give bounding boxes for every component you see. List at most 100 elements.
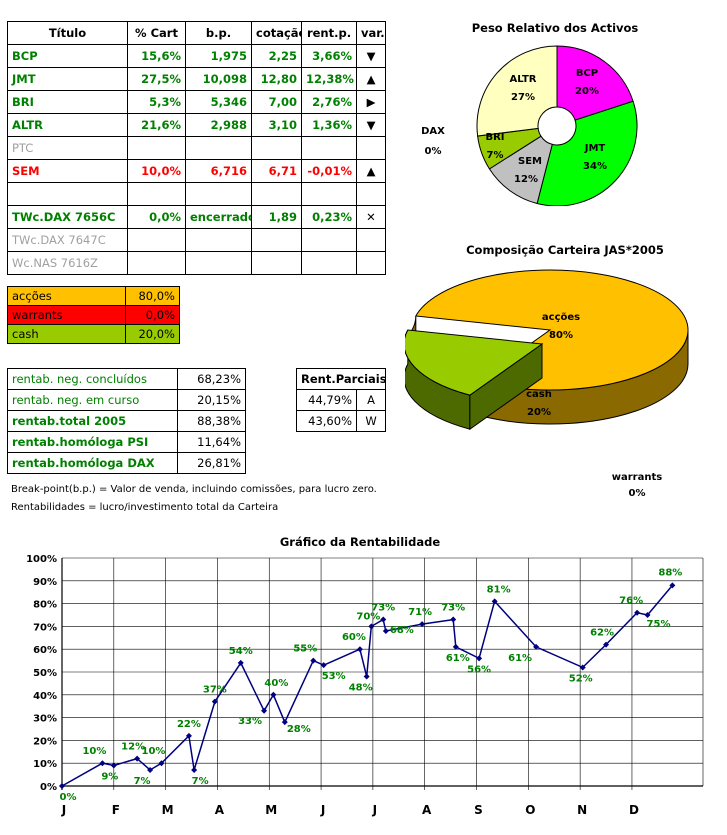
holding-rent-cell	[301, 228, 357, 252]
pie2-label-cash: cash	[526, 389, 552, 400]
data-point	[320, 662, 327, 669]
data-label: 12%	[121, 742, 145, 753]
holding-cart-cell	[127, 136, 186, 160]
holding-cotacao-cell	[251, 136, 302, 160]
holding-cart-cell: 27,5%	[127, 67, 186, 91]
header-cell: b.p.	[185, 21, 252, 45]
holding-row: TWc.DAX 7656C 0,0% encerrado 1,89 0,23% ✕	[7, 205, 386, 229]
holding-titulo-cell: TWc.DAX 7647C	[7, 228, 128, 252]
holding-row: BCP 15,6% 1,975 2,25 3,66% ▼	[7, 44, 386, 68]
data-label: 37%	[203, 685, 227, 696]
data-label: 88%	[658, 567, 682, 578]
holding-rent-cell: 12,38%	[301, 67, 357, 91]
allocation-table: acções 80,0% warrants 0,0% cash 20,0%	[7, 286, 180, 344]
data-label: 7%	[192, 776, 209, 787]
pie1-slice-jmt	[536, 100, 638, 206]
data-point	[310, 657, 317, 664]
partials-label: W	[355, 410, 387, 432]
x-tick-label: A	[215, 803, 225, 817]
holding-rent-cell: 0,23%	[301, 205, 357, 229]
holding-cotacao-cell: 3,10	[251, 113, 302, 137]
returns-row: rentab.homóloga PSI 11,64%	[7, 431, 246, 453]
y-tick-label: 50%	[33, 668, 57, 679]
allocation-label: warrants	[7, 305, 126, 325]
data-label: 62%	[590, 628, 614, 639]
data-point	[380, 616, 387, 623]
holding-cart-cell: 21,6%	[127, 113, 186, 137]
partials-table: Rent.Parciais 44,79% A 43,60% W	[295, 368, 387, 432]
holding-bp-cell: 1,975	[185, 44, 252, 68]
holding-row: SEM 10,0% 6,716 6,71 -0,01% ▲	[7, 159, 386, 183]
data-point	[476, 655, 483, 662]
data-point	[134, 755, 141, 762]
pie-composicao-carteira: acções 80% cash 20% warrants 0%	[405, 269, 689, 499]
holding-rent-cell: 1,36%	[301, 113, 357, 137]
returns-row: rentab.homóloga DAX 26,81%	[7, 452, 246, 474]
x-tick-label: F	[112, 803, 120, 817]
data-point	[110, 762, 117, 769]
holding-rent-cell	[301, 182, 357, 206]
y-tick-label: 60%	[33, 645, 57, 656]
data-label: 40%	[264, 678, 288, 689]
partials-label: A	[355, 389, 387, 411]
holding-titulo-cell: ALTR	[7, 113, 128, 137]
allocation-label: acções	[7, 286, 126, 306]
data-point	[281, 719, 288, 726]
pie1-value-sem: 12%	[514, 174, 538, 185]
pie1-slice-sem	[488, 135, 553, 205]
y-tick-label: 80%	[33, 600, 57, 611]
header-cell: % Cart	[127, 21, 186, 45]
holding-cart-cell: 5,3%	[127, 90, 186, 114]
holding-rent-cell	[301, 136, 357, 160]
data-point	[450, 616, 457, 623]
holding-row: JMT 27,5% 10,098 12,80 12,38% ▲	[7, 67, 386, 91]
holding-var-cell	[356, 182, 386, 206]
holding-row: Wc.NAS 7616Z	[7, 251, 386, 275]
holding-row: PTC	[7, 136, 386, 160]
data-label: 73%	[371, 603, 395, 614]
data-label: 76%	[619, 596, 643, 607]
partials-title: Rent.Parciais	[295, 368, 387, 390]
holding-rent-cell: -0,01%	[301, 159, 357, 183]
data-label: 22%	[177, 719, 201, 730]
returns-value: 68,23%	[177, 368, 246, 390]
x-tick-label: S	[474, 803, 483, 817]
pie1-label-bri: BRI	[485, 132, 504, 143]
x-tick-label: J	[61, 803, 66, 817]
holding-var-cell: ▲	[356, 67, 386, 91]
data-point	[452, 643, 459, 650]
x-tick-label: M	[162, 803, 174, 817]
pie1-value-altr: 27%	[511, 92, 535, 103]
x-tick-label: N	[577, 803, 587, 817]
holding-cotacao-cell: 6,71	[251, 159, 302, 183]
data-point	[491, 598, 498, 605]
x-tick-label: A	[422, 803, 432, 817]
data-point	[368, 623, 375, 630]
data-label: 48%	[349, 683, 373, 694]
returns-label: rentab.total 2005	[7, 410, 178, 432]
data-point	[634, 609, 641, 616]
holding-var-cell: ▼	[356, 44, 386, 68]
holding-row: BRI 5,3% 5,346 7,00 2,76% ▶	[7, 90, 386, 114]
data-label: 54%	[229, 646, 253, 657]
data-label: 61%	[446, 653, 470, 664]
holding-titulo-cell	[7, 182, 128, 206]
x-tick-label: D	[629, 803, 639, 817]
data-point	[382, 627, 389, 634]
data-point	[147, 767, 154, 774]
data-label: 9%	[101, 771, 118, 782]
allocation-row: cash 20,0%	[7, 324, 180, 344]
data-label: 55%	[293, 644, 317, 655]
pie1-value-dax: 0%	[425, 146, 442, 157]
data-point	[191, 767, 198, 774]
x-tick-label: M	[265, 803, 277, 817]
data-point	[419, 621, 426, 628]
data-label: 28%	[287, 724, 311, 735]
y-tick-label: 10%	[33, 759, 57, 770]
holding-titulo-cell: BCP	[7, 44, 128, 68]
data-label: 70%	[356, 611, 380, 622]
partials-row: 43,60% W	[296, 410, 387, 432]
partials-value: 44,79%	[296, 389, 357, 411]
x-tick-label: J	[320, 803, 325, 817]
returns-table: rentab. neg. concluídos 68,23% rentab. neg…	[7, 368, 246, 474]
